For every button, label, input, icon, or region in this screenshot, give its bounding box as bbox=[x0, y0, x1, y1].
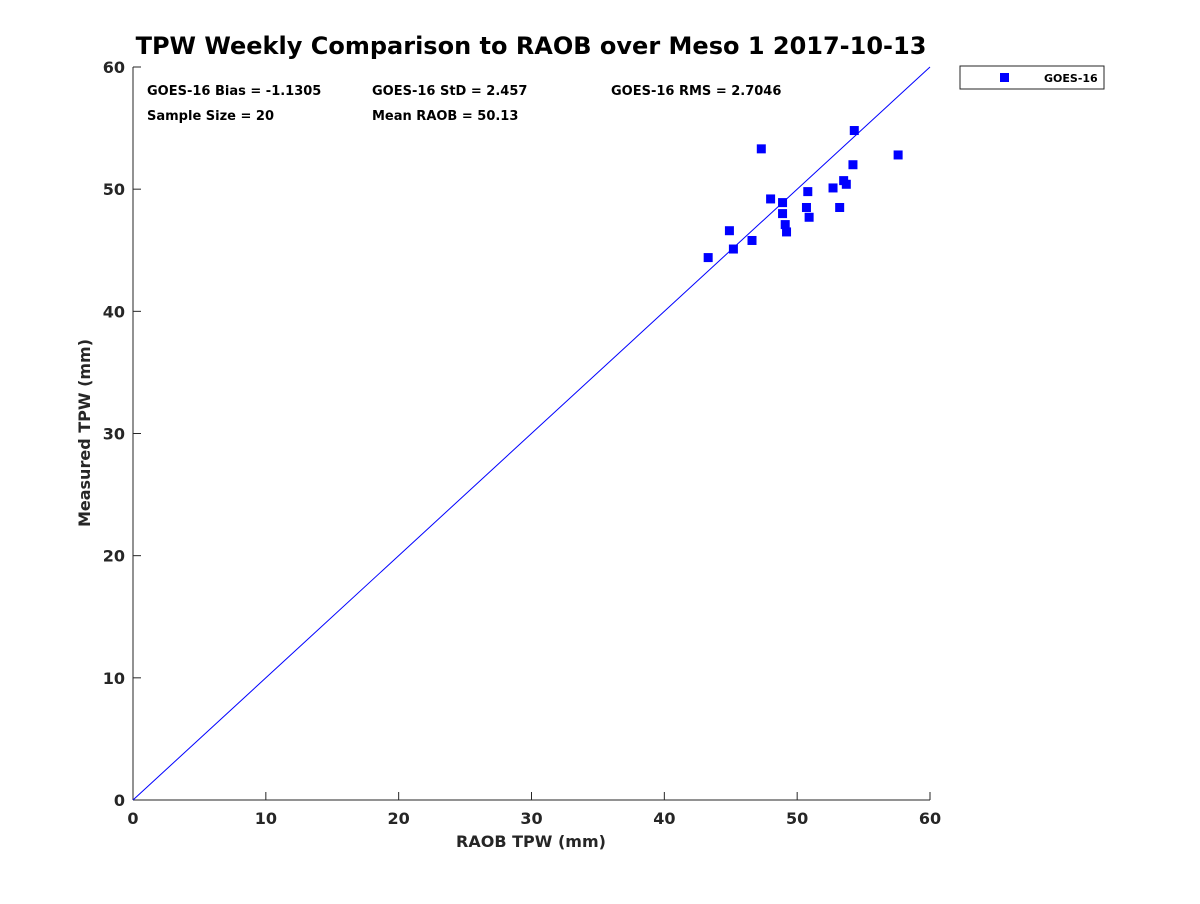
data-point bbox=[848, 160, 858, 170]
statistics-annotations: GOES-16 Bias = -1.1305 GOES-16 StD = 2.4… bbox=[147, 84, 781, 124]
legend: GOES-16 bbox=[959, 65, 1105, 90]
x-tick-label: 50 bbox=[786, 809, 808, 828]
data-point bbox=[801, 202, 811, 212]
data-point bbox=[703, 253, 713, 263]
x-axis-ticks: 0 10 20 30 40 50 60 bbox=[127, 792, 941, 828]
bias-annotation: GOES-16 Bias = -1.1305 bbox=[147, 84, 321, 99]
sample-size-annotation: Sample Size = 20 bbox=[147, 109, 274, 124]
y-tick-label: 40 bbox=[103, 302, 125, 321]
x-tick-label: 0 bbox=[127, 809, 138, 828]
data-point bbox=[747, 235, 757, 245]
data-point bbox=[835, 202, 845, 212]
y-tick-label: 30 bbox=[103, 425, 125, 444]
rms-annotation: GOES-16 RMS = 2.7046 bbox=[611, 84, 781, 99]
y-tick-label: 0 bbox=[114, 791, 125, 810]
data-point bbox=[828, 183, 838, 193]
data-point bbox=[780, 220, 790, 230]
mean-raob-annotation: Mean RAOB = 50.13 bbox=[372, 109, 518, 124]
x-tick-label: 40 bbox=[653, 809, 675, 828]
data-point bbox=[778, 209, 788, 219]
x-tick-label: 20 bbox=[388, 809, 410, 828]
data-point bbox=[804, 212, 814, 222]
data-point bbox=[724, 226, 734, 236]
x-tick-label: 60 bbox=[919, 809, 941, 828]
legend-marker-square bbox=[1000, 73, 1009, 82]
data-point bbox=[778, 198, 788, 208]
data-point bbox=[841, 179, 851, 189]
y-tick-label: 10 bbox=[103, 669, 125, 688]
y-axis-label: Measured TPW (mm) bbox=[75, 339, 94, 527]
y-axis-ticks: 0 10 20 30 40 50 60 bbox=[103, 58, 141, 810]
legend-label: GOES-16 bbox=[1044, 72, 1098, 85]
data-point bbox=[728, 244, 738, 254]
y-tick-label: 60 bbox=[103, 58, 125, 77]
std-annotation: GOES-16 StD = 2.457 bbox=[372, 84, 527, 99]
y-tick-label: 20 bbox=[103, 547, 125, 566]
data-points bbox=[703, 126, 903, 263]
data-point bbox=[849, 126, 859, 136]
data-point bbox=[803, 187, 813, 197]
data-point bbox=[782, 227, 792, 237]
x-tick-label: 30 bbox=[520, 809, 542, 828]
legend-box bbox=[959, 65, 1105, 90]
data-point bbox=[766, 194, 776, 204]
x-axis-label: RAOB TPW (mm) bbox=[456, 832, 606, 851]
plot-area: 0 10 20 30 40 50 60 0 10 20 30 40 50 60 GOES-16 Bias… bbox=[103, 58, 941, 828]
one-to-one-reference-line bbox=[132, 66, 931, 801]
chart-title: TPW Weekly Comparison to RAOB over Meso … bbox=[136, 32, 927, 60]
data-point bbox=[756, 144, 766, 154]
x-tick-label: 10 bbox=[255, 809, 277, 828]
data-point bbox=[893, 150, 903, 160]
y-tick-label: 50 bbox=[103, 180, 125, 199]
